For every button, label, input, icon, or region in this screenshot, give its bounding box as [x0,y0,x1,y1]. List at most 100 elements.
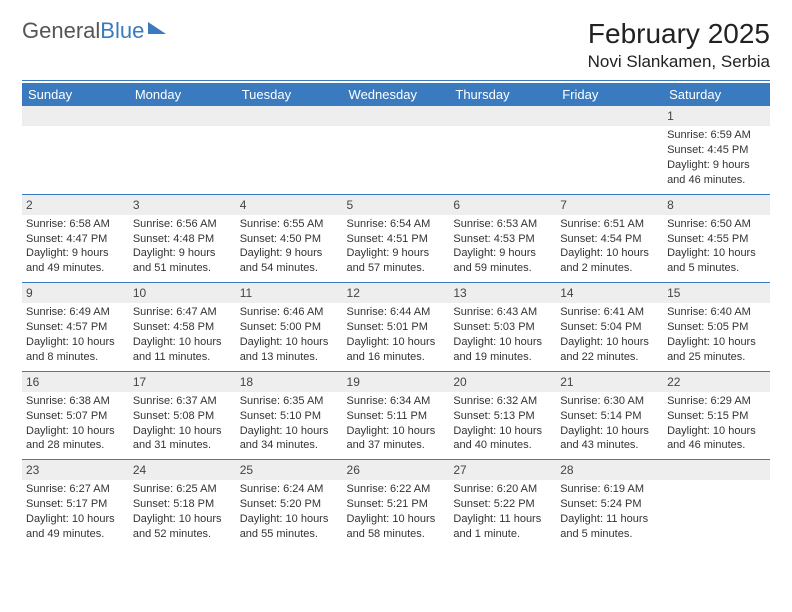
day-number [663,459,770,480]
sunset-text: Sunset: 5:17 PM [26,497,125,512]
day-number: 2 [22,194,129,215]
daylight-text: Daylight: 10 hours and 58 minutes. [347,512,446,542]
calendar-cell: 3Sunrise: 6:56 AMSunset: 4:48 PMDaylight… [129,194,236,283]
calendar-cell [129,106,236,194]
daylight-text: Daylight: 9 hours and 51 minutes. [133,246,232,276]
sunrise-text: Sunrise: 6:35 AM [240,394,339,409]
sunrise-text: Sunrise: 6:56 AM [133,217,232,232]
calendar-cell [556,106,663,194]
daylight-text: Daylight: 10 hours and 52 minutes. [133,512,232,542]
day-number: 11 [236,282,343,303]
sunrise-text: Sunrise: 6:53 AM [453,217,552,232]
day-number [343,106,450,126]
sunrise-text: Sunrise: 6:24 AM [240,482,339,497]
sunrise-text: Sunrise: 6:55 AM [240,217,339,232]
sunset-text: Sunset: 4:57 PM [26,320,125,335]
day-header: Thursday [449,83,556,106]
sunrise-text: Sunrise: 6:58 AM [26,217,125,232]
calendar-cell: 13 Sunrise: 6:43 AMSunset: 5:03 PMDayligh… [449,282,556,371]
calendar-cell [343,106,450,194]
calendar-cell: 11Sunrise: 6:46 AMSunset: 5:00 PMDayligh… [236,282,343,371]
sunset-text: Sunset: 4:45 PM [667,143,766,158]
logo-part2: Blue [100,18,144,43]
sunrise-text: Sunrise: 6:50 AM [667,217,766,232]
sunrise-text: Sunrise: 6:43 AM [453,305,552,320]
day-number: 18 [236,371,343,392]
day-number: 5 [343,194,450,215]
daylight-text: Daylight: 10 hours and 28 minutes. [26,424,125,454]
location: Novi Slankamen, Serbia [588,52,770,72]
daylight-text: Daylight: 10 hours and 13 minutes. [240,335,339,365]
calendar-week: 9Sunrise: 6:49 AMSunset: 4:57 PMDaylight… [22,282,770,371]
calendar-cell: 6Sunrise: 6:53 AMSunset: 4:53 PMDaylight… [449,194,556,283]
daylight-text: Daylight: 10 hours and 31 minutes. [133,424,232,454]
calendar-cell [663,459,770,548]
daylight-text: Daylight: 10 hours and 34 minutes. [240,424,339,454]
calendar-cell: 15Sunrise: 6:40 AMSunset: 5:05 PMDayligh… [663,282,770,371]
calendar-cell: 18Sunrise: 6:35 AMSunset: 5:10 PMDayligh… [236,371,343,460]
day-number [236,106,343,126]
day-number [129,106,236,126]
day-number: 17 [129,371,236,392]
sunset-text: Sunset: 5:21 PM [347,497,446,512]
day-number: 22 [663,371,770,392]
sunset-text: Sunset: 5:18 PM [133,497,232,512]
day-number: 7 [556,194,663,215]
sunset-text: Sunset: 4:50 PM [240,232,339,247]
sunset-text: Sunset: 4:48 PM [133,232,232,247]
daylight-text: Daylight: 10 hours and 22 minutes. [560,335,659,365]
calendar-cell: 24 Sunrise: 6:25 AMSunset: 5:18 PMDayligh… [129,459,236,548]
day-number [449,106,556,126]
sunrise-text: Sunrise: 6:49 AM [26,305,125,320]
title-block: February 2025 Novi Slankamen, Serbia [588,18,770,72]
calendar-cell: 1Sunrise: 6:59 AMSunset: 4:45 PMDaylight… [663,106,770,194]
sunrise-text: Sunrise: 6:25 AM [133,482,232,497]
day-number: 23 [22,459,129,480]
sunrise-text: Sunrise: 6:29 AM [667,394,766,409]
sunset-text: Sunset: 5:03 PM [453,320,552,335]
calendar-week: 2 Sunrise: 6:58 AMSunset: 4:47 PM Daylight… [22,194,770,283]
day-header: Monday [129,83,236,106]
sunrise-text: Sunrise: 6:40 AM [667,305,766,320]
daylight-text: Daylight: 10 hours and 46 minutes. [667,424,766,454]
day-header: Friday [556,83,663,106]
daylight-text: Daylight: 10 hours and 37 minutes. [347,424,446,454]
sunset-text: Sunset: 4:47 PM [26,232,125,247]
day-header-row: Sunday Monday Tuesday Wednesday Thursday… [22,83,770,106]
calendar-week: 23Sunrise: 6:27 AMSunset: 5:17 PMDayligh… [22,459,770,548]
calendar-cell: 26Sunrise: 6:22 AMSunset: 5:21 PMDayligh… [343,459,450,548]
calendar-cell: 20Sunrise: 6:32 AMSunset: 5:13 PMDayligh… [449,371,556,460]
month-title: February 2025 [588,18,770,50]
sunset-text: Sunset: 4:54 PM [560,232,659,247]
calendar-cell: 27Sunrise: 6:20 AMSunset: 5:22 PMDayligh… [449,459,556,548]
day-header: Saturday [663,83,770,106]
calendar-table: Sunday Monday Tuesday Wednesday Thursday… [22,83,770,548]
calendar-cell: 23Sunrise: 6:27 AMSunset: 5:17 PMDayligh… [22,459,129,548]
daylight-text: Daylight: 10 hours and 40 minutes. [453,424,552,454]
day-number: 13 [449,282,556,303]
sunset-text: Sunset: 5:08 PM [133,409,232,424]
sunrise-text: Sunrise: 6:41 AM [560,305,659,320]
daylight-text: Daylight: 9 hours and 57 minutes. [347,246,446,276]
day-number [22,106,129,126]
calendar-cell: 21Sunrise: 6:30 AMSunset: 5:14 PMDayligh… [556,371,663,460]
daylight-text: Daylight: 10 hours and 55 minutes. [240,512,339,542]
day-number: 20 [449,371,556,392]
day-number: 14 [556,282,663,303]
day-header: Wednesday [343,83,450,106]
calendar-body: 1Sunrise: 6:59 AMSunset: 4:45 PMDaylight… [22,106,770,548]
daylight-text: Daylight: 10 hours and 19 minutes. [453,335,552,365]
day-number: 25 [236,459,343,480]
calendar-cell: 7Sunrise: 6:51 AMSunset: 4:54 PMDaylight… [556,194,663,283]
sunset-text: Sunset: 5:22 PM [453,497,552,512]
header-divider [22,80,770,81]
day-number: 1 [663,106,770,126]
calendar-week: 16Sunrise: 6:38 AMSunset: 5:07 PMDayligh… [22,371,770,460]
calendar-cell [22,106,129,194]
day-number: 24 [129,459,236,480]
sunrise-text: Sunrise: 6:22 AM [347,482,446,497]
day-number: 19 [343,371,450,392]
day-number: 8 [663,194,770,215]
day-number: 4 [236,194,343,215]
calendar-cell: 4Sunrise: 6:55 AMSunset: 4:50 PMDaylight… [236,194,343,283]
